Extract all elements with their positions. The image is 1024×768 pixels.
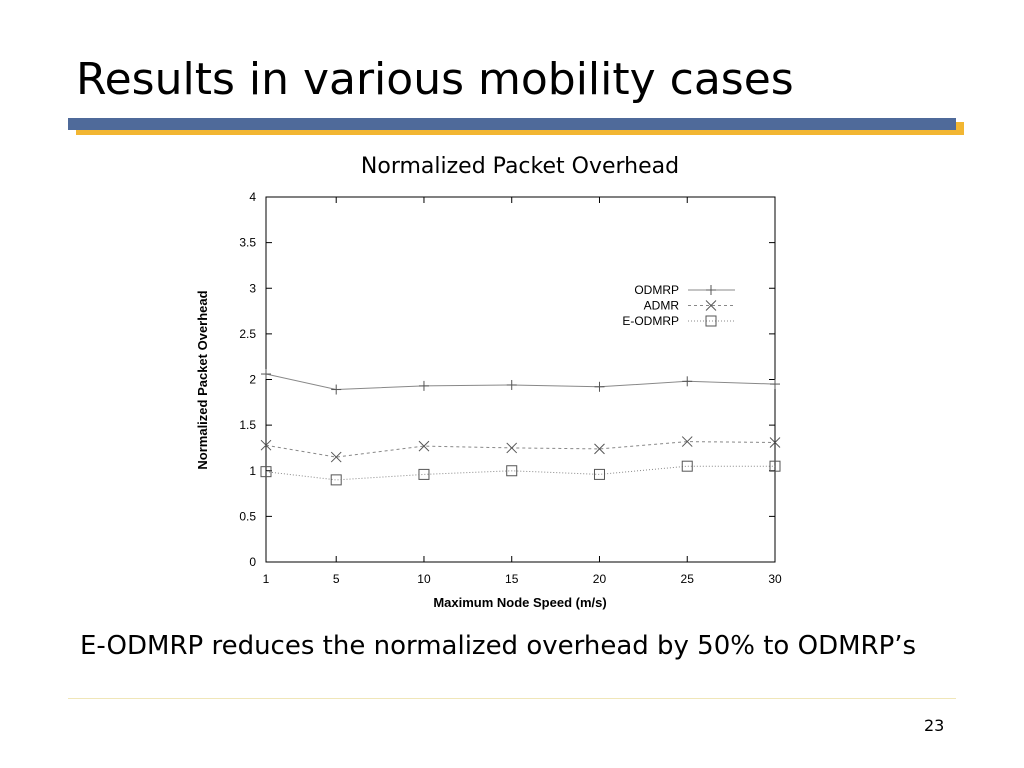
- data-point-admr: [769, 437, 781, 448]
- footer-divider: [68, 698, 956, 699]
- data-point-e-odmrp: [260, 466, 272, 478]
- x-tick-label: 15: [505, 572, 519, 586]
- data-point-e-odmrp: [418, 468, 430, 480]
- x-tick-label: 25: [681, 572, 695, 586]
- data-point-odmrp: [506, 379, 517, 390]
- data-point-admr: [330, 451, 342, 463]
- chart-axes: 00.511.522.533.541 5 10 15 20 25 30: [239, 190, 782, 586]
- legend-marker-admr: [705, 300, 717, 311]
- y-tick-label: 3.5: [239, 236, 256, 250]
- page-number: 23: [924, 716, 945, 735]
- plot-frame: [265, 196, 776, 563]
- data-point-odmrp: [331, 384, 342, 395]
- y-tick-label: 1: [249, 464, 256, 478]
- series-line-e-odmrp: [265, 465, 775, 481]
- chart-title: Normalized Packet Overhead: [360, 154, 680, 179]
- y-tick-label: 4: [249, 190, 256, 204]
- data-point-odmrp: [594, 381, 605, 392]
- slide-title: Results in various mobility cases: [76, 54, 794, 105]
- x-tick-label: 20: [593, 572, 607, 586]
- data-point-odmrp: [418, 380, 429, 391]
- data-point-odmrp: [261, 369, 271, 380]
- x-tick-label: 5: [333, 572, 340, 586]
- slide-body-text: E-ODMRP reduces the normalized overhead …: [80, 631, 917, 661]
- title-underline-bar: [68, 118, 956, 130]
- series-line-odmrp: [265, 373, 776, 391]
- data-point-admr: [681, 436, 693, 447]
- data-point-odmrp: [682, 376, 693, 387]
- data-point-e-odmrp: [593, 468, 605, 480]
- data-point-admr: [506, 442, 518, 454]
- x-axis-label: Maximum Node Speed (m/s): [433, 595, 606, 610]
- data-point-e-odmrp: [769, 460, 781, 472]
- legend-label-odmrp: ODMRP: [634, 283, 679, 297]
- data-point-e-odmrp: [681, 460, 693, 472]
- data-point-e-odmrp: [330, 474, 342, 486]
- y-tick-label: 1.5: [239, 418, 256, 432]
- x-tick-label: 1: [263, 572, 270, 586]
- data-point-admr: [594, 443, 605, 455]
- y-tick-label: 2: [249, 373, 256, 387]
- series-line-admr: [265, 441, 776, 458]
- y-axis-label: Normalized Packet Overhead: [195, 290, 210, 469]
- x-tick-label: 10: [417, 572, 431, 586]
- legend-marker-e-odmrp: [705, 315, 717, 327]
- data-point-e-odmrp: [506, 465, 518, 477]
- chart-series: [260, 369, 781, 486]
- y-tick-label: 3: [249, 281, 256, 295]
- y-tick-label: 0.5: [239, 509, 256, 523]
- y-tick-label: 0: [249, 555, 256, 569]
- data-point-odmrp: [770, 379, 780, 390]
- data-point-admr: [418, 440, 430, 452]
- y-tick-label: 2.5: [239, 327, 256, 341]
- data-point-admr: [260, 439, 272, 451]
- legend-label-e-odmrp: E-ODMRP: [622, 314, 679, 328]
- legend-marker-odmrp: [706, 285, 716, 295]
- x-tick-label: 30: [768, 572, 782, 586]
- legend-label-admr: ADMR: [644, 299, 680, 313]
